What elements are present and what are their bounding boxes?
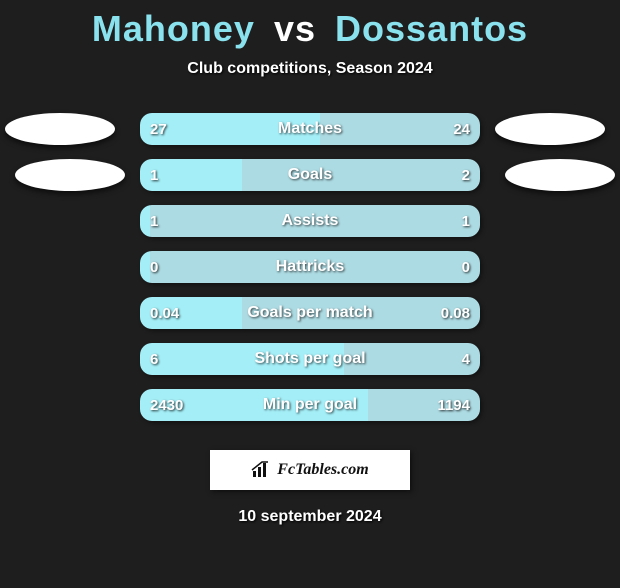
player-photo-placeholder [5,113,115,145]
stat-bar-right-segment [150,251,480,283]
stat-bar-left-segment [140,343,344,375]
chart-icon [251,461,271,479]
player-photo-placeholder [15,159,125,191]
stat-value-left: 0.04 [150,297,179,329]
stat-bar-right-segment [242,159,480,191]
stat-value-right: 1 [462,205,470,237]
stat-row: Assists11 [0,205,620,237]
stat-value-right: 4 [462,343,470,375]
stat-bar-left-segment [140,251,150,283]
stat-bar: Goals12 [140,159,480,191]
stat-bar: Goals per match0.040.08 [140,297,480,329]
stat-bar: Assists11 [140,205,480,237]
stat-bar-left-segment [140,113,320,145]
stat-value-left: 6 [150,343,158,375]
stat-value-left: 2430 [150,389,183,421]
stat-bars-container: Matches2724Goals12Assists11Hattricks00Go… [0,113,620,435]
stat-value-right: 2 [462,159,470,191]
stat-row: Min per goal24301194 [0,389,620,421]
player2-name: Dossantos [335,8,528,49]
stat-bar: Hattricks00 [140,251,480,283]
source-watermark: FcTables.com [210,450,410,490]
player-photo-placeholder [495,113,605,145]
stat-row: Goals per match0.040.08 [0,297,620,329]
stat-value-right: 1194 [437,389,470,421]
stat-bar-right-segment [344,343,480,375]
stat-value-left: 0 [150,251,158,283]
date-label: 10 september 2024 [0,508,620,526]
watermark-text: FcTables.com [277,461,368,479]
player1-name: Mahoney [92,8,255,49]
stat-bar: Matches2724 [140,113,480,145]
stat-bar-left-segment [140,205,150,237]
stat-bar-right-segment [150,205,480,237]
stat-value-right: 0 [462,251,470,283]
subtitle: Club competitions, Season 2024 [0,60,620,78]
stat-row: Shots per goal64 [0,343,620,375]
stat-value-right: 0.08 [441,297,470,329]
stat-value-left: 27 [150,113,167,145]
comparison-title: Mahoney vs Dossantos [0,8,620,50]
stat-bar: Shots per goal64 [140,343,480,375]
vs-text: vs [274,8,316,49]
stat-value-left: 1 [150,205,158,237]
player-photo-placeholder [505,159,615,191]
stat-value-left: 1 [150,159,158,191]
stat-value-right: 24 [453,113,470,145]
stat-bar: Min per goal24301194 [140,389,480,421]
stat-row: Hattricks00 [0,251,620,283]
